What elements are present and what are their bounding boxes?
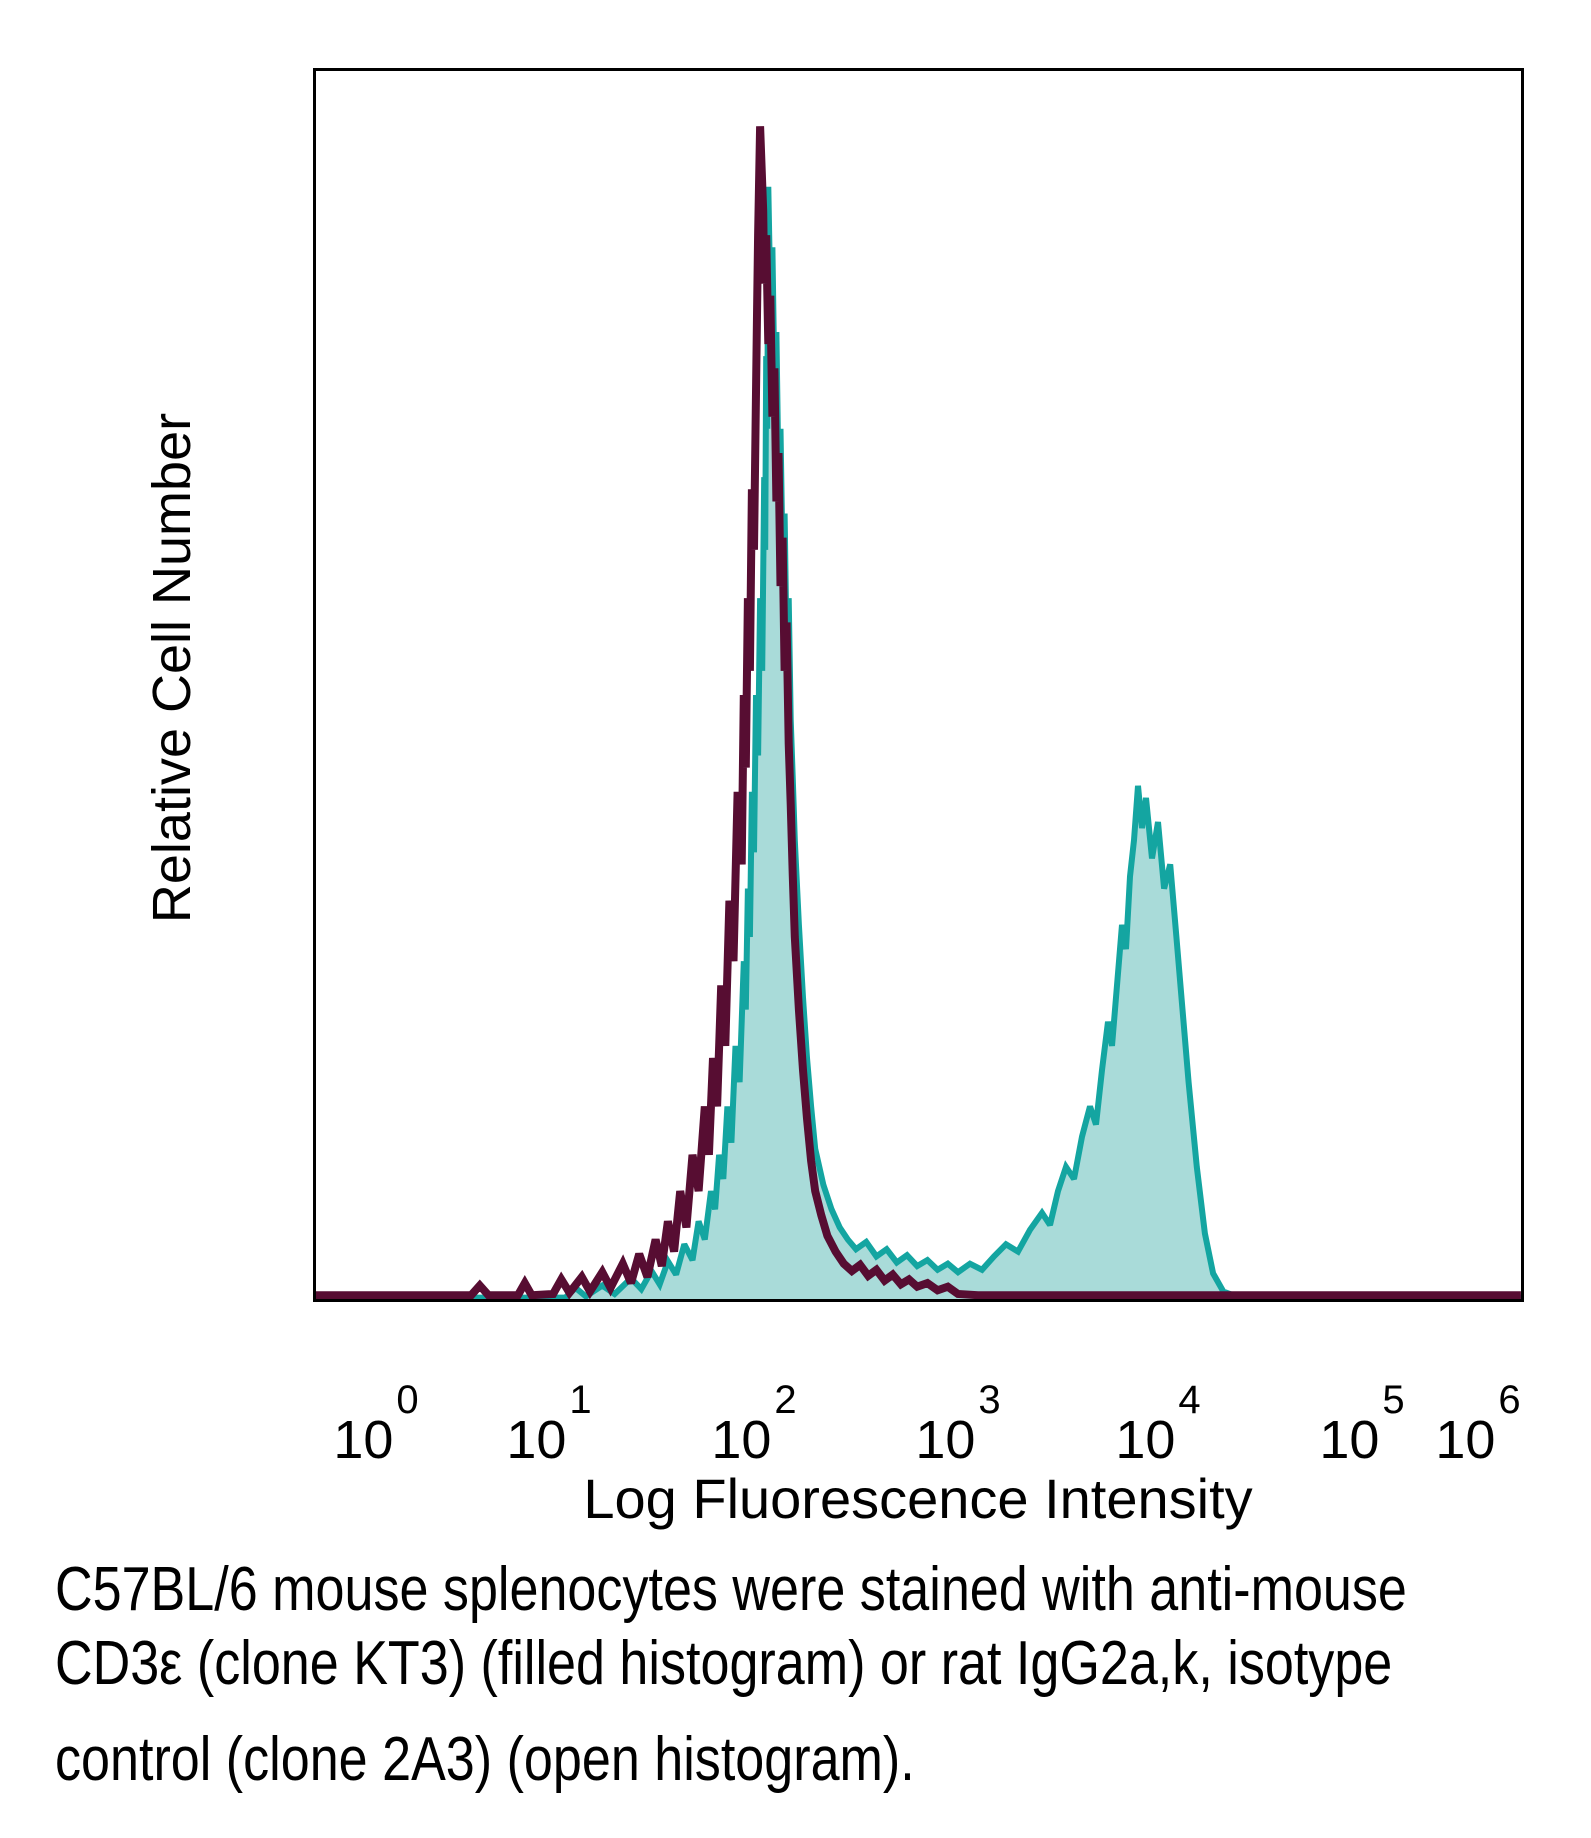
x-axis-label: Log Fluorescence Intensity — [583, 1467, 1253, 1530]
x-tick-label-10e2: 102 — [711, 1378, 797, 1470]
x-tick-label-10e4: 104 — [1115, 1378, 1201, 1470]
caption-line: control (clone 2A3) (open histogram). — [55, 1725, 915, 1794]
x-tick-label-10e3: 103 — [915, 1378, 1001, 1470]
histogram-plot — [316, 126, 1521, 1299]
cd3e-filled-histogram-trace — [316, 186, 1521, 1299]
caption-line: C57BL/6 mouse splenocytes were stained w… — [55, 1555, 1407, 1624]
isotype-control-open-histogram-trace — [316, 126, 1521, 1299]
y-axis-label: Relative Cell Number — [142, 412, 202, 924]
x-tick-label-10e0: 100 — [333, 1378, 419, 1470]
plot-border — [313, 68, 1524, 1302]
x-tick-label-10e5: 105 — [1319, 1378, 1405, 1470]
x-tick-label-10e6: 106 — [1435, 1378, 1521, 1470]
x-tick-label-10e1: 101 — [506, 1378, 592, 1470]
figure-caption: C57BL/6 mouse splenocytes were stained w… — [55, 1553, 1575, 1797]
caption-line: CD3ε (clone KT3) (filled histogram) or r… — [55, 1629, 1393, 1698]
